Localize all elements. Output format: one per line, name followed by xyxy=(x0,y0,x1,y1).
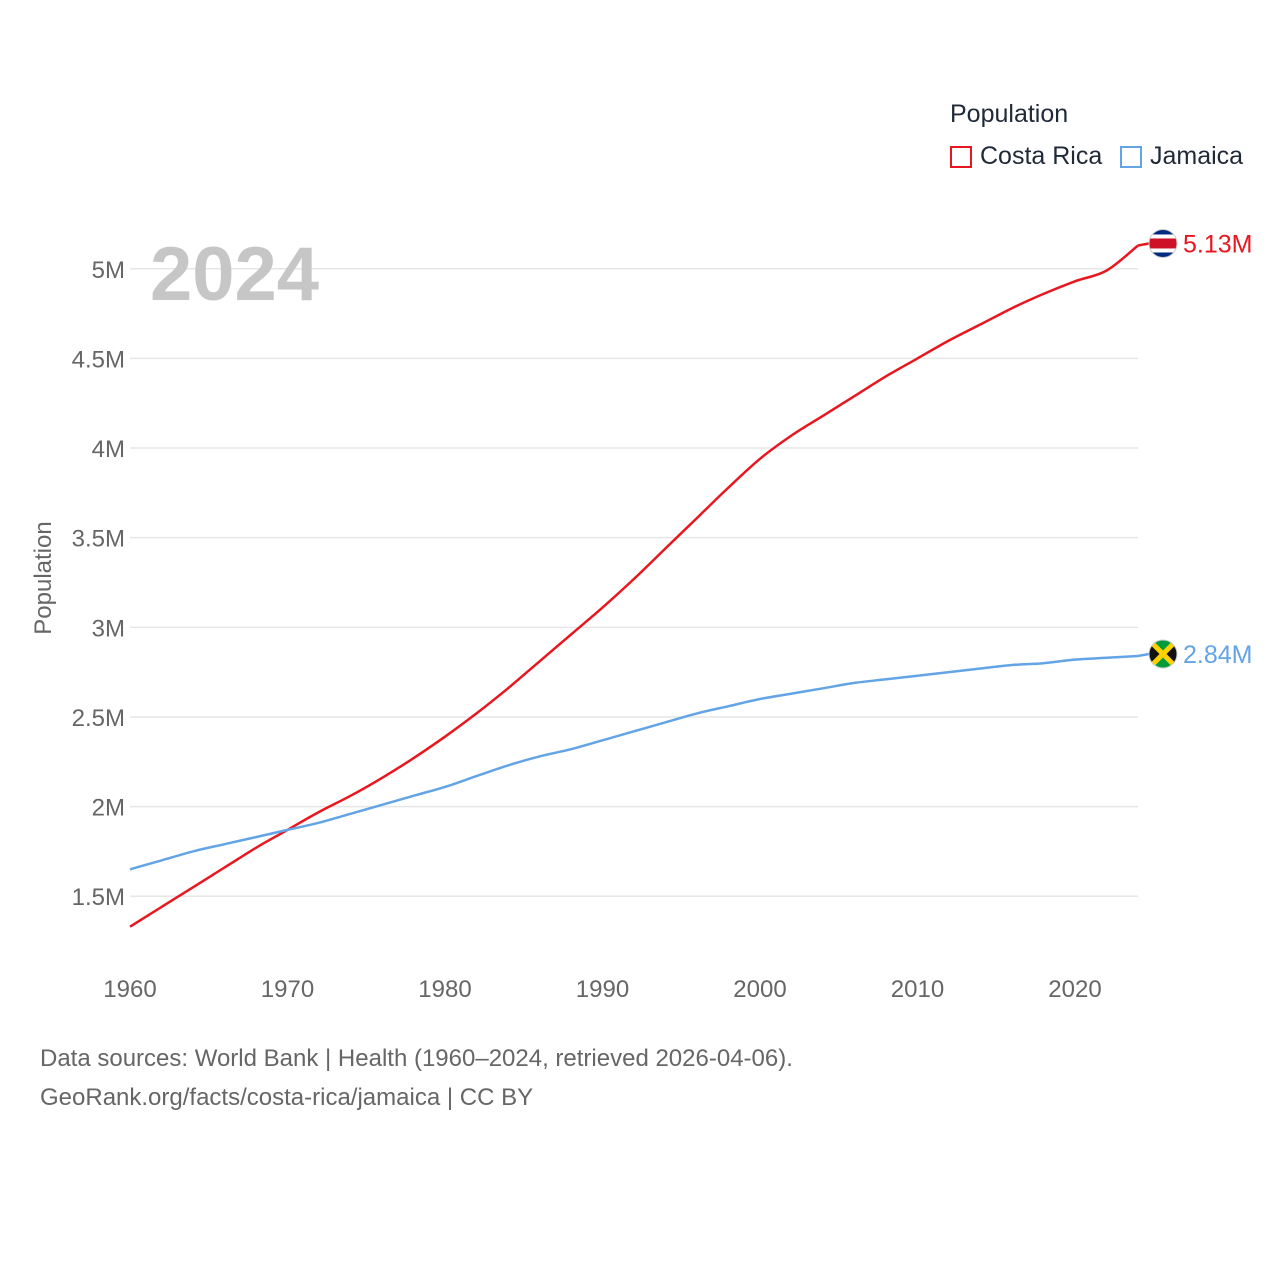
series-end-markers: 5.13M 2.84M xyxy=(1137,228,1252,669)
series-line-jamaica[interactable] xyxy=(129,654,1139,871)
jamaica-flag-icon xyxy=(1148,639,1178,669)
x-tick-label: 1970 xyxy=(261,976,314,1003)
year-watermark: 2024 xyxy=(150,232,319,317)
series-line-costa-rica[interactable] xyxy=(129,244,1139,928)
y-axis-ticks: 1.5M 2M 2.5M 3M 3.5M 4M 4.5M 5M xyxy=(72,257,125,911)
costa-rica-flag-icon xyxy=(1148,228,1178,258)
x-axis-ticks: 1960 1970 1980 1990 2000 2010 2020 xyxy=(103,976,1101,1003)
legend-swatch-costa-rica xyxy=(950,145,972,168)
y-tick-label: 3M xyxy=(92,615,125,642)
gridlines xyxy=(130,268,1138,897)
x-tick-label: 2000 xyxy=(733,976,786,1003)
y-tick-label: 4M xyxy=(92,436,125,463)
legend-item-jamaica[interactable]: Jamaica xyxy=(1120,142,1243,171)
end-value-label-jamaica: 2.84M xyxy=(1183,641,1252,669)
legend-swatch-jamaica xyxy=(1120,145,1142,168)
x-tick-label: 2010 xyxy=(891,976,944,1003)
x-tick-label: 1980 xyxy=(418,976,471,1003)
y-tick-label: 3.5M xyxy=(72,526,125,553)
x-tick-label: 1990 xyxy=(576,976,629,1003)
y-tick-label: 2M xyxy=(92,795,125,822)
y-tick-label: 5M xyxy=(92,257,125,284)
legend-label-jamaica: Jamaica xyxy=(1150,142,1244,170)
y-tick-label: 2.5M xyxy=(72,705,125,732)
source-link[interactable]: GeoRank.org/facts/costa-rica/jamaica | C… xyxy=(40,1084,534,1111)
source-note: Data sources: World Bank | Health (1960–… xyxy=(40,1045,793,1072)
x-tick-label: 2020 xyxy=(1048,976,1101,1003)
y-tick-label: 1.5M xyxy=(72,884,125,911)
series-lines xyxy=(129,244,1139,928)
x-tick-label: 1960 xyxy=(103,976,156,1003)
legend-item-costa-rica[interactable]: Costa Rica xyxy=(950,142,1102,171)
y-tick-label: 4.5M xyxy=(72,346,125,373)
end-value-label-costa-rica: 5.13M xyxy=(1183,230,1252,258)
legend-label-costa-rica: Costa Rica xyxy=(980,142,1103,170)
legend-title: Population xyxy=(950,100,1069,128)
y-axis-label: Population xyxy=(30,521,57,634)
